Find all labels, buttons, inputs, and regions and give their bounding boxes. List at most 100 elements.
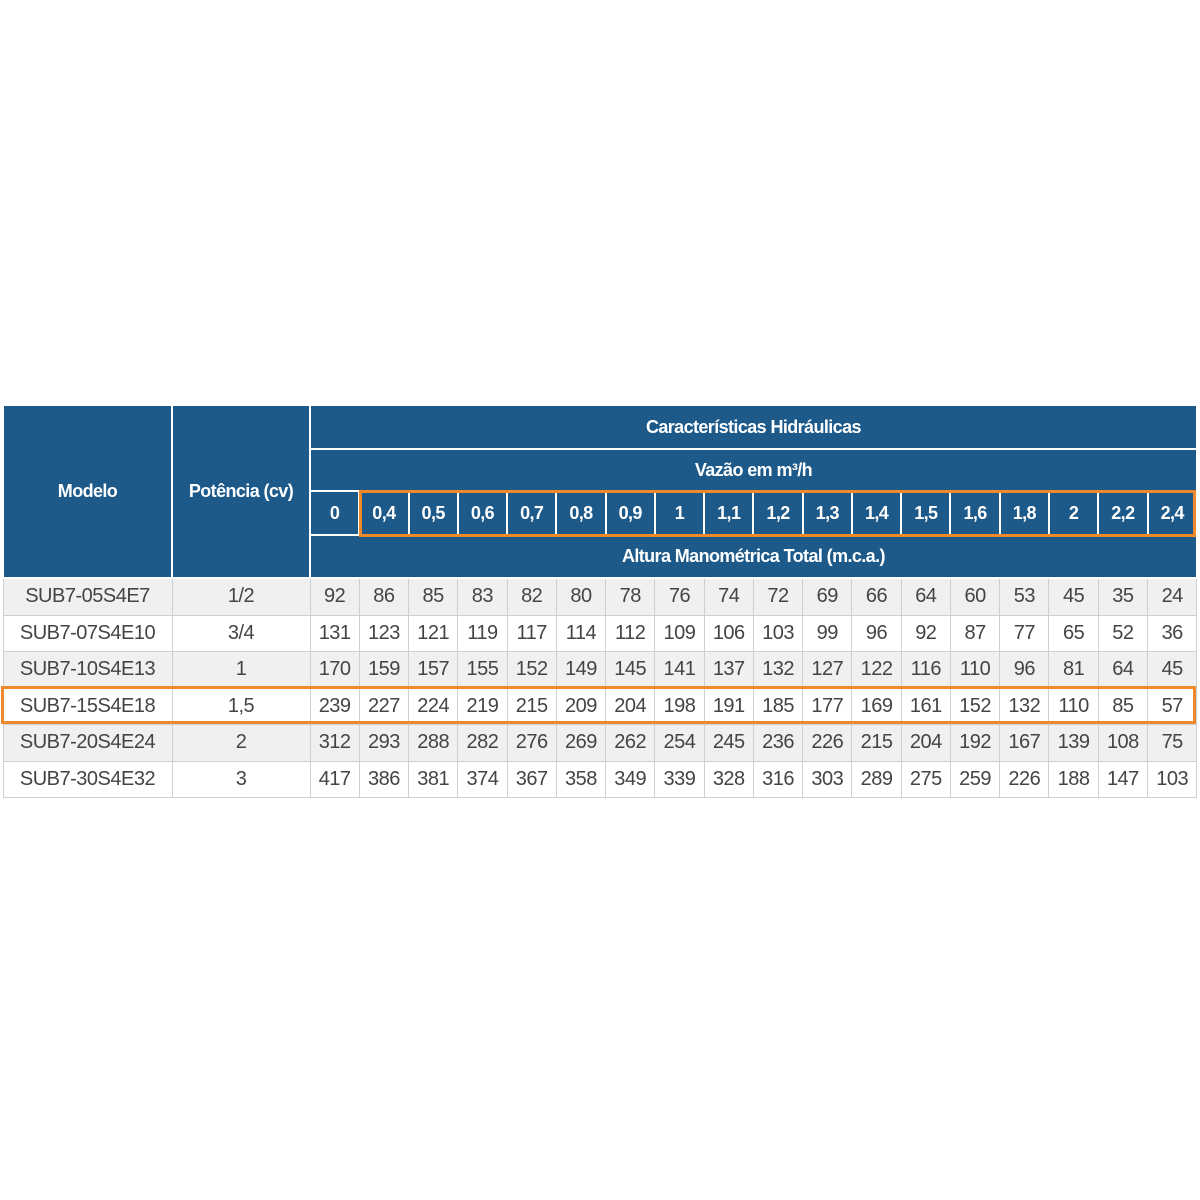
flow-value: 1: [653, 490, 706, 536]
header-row: Altura Manométrica Total (m.c.a.): [3, 534, 1198, 579]
head-cell: 276: [506, 724, 557, 762]
head-cell: 374: [457, 760, 508, 798]
table-header: Modelo Potência (cv) Características Hidrá…: [2, 404, 1198, 579]
head-cell: 149: [555, 651, 607, 689]
head-cell: 386: [358, 760, 410, 798]
head-cell: 122: [851, 651, 902, 689]
head-cell: 152: [506, 651, 557, 689]
flow-value: 0: [308, 490, 361, 536]
power-cell: 2: [171, 724, 311, 762]
head-cell: 167: [999, 724, 1050, 762]
head-cell: 127: [802, 651, 853, 689]
hydraulics-header: Características Hidráulicas: [309, 404, 1198, 450]
head-cell: 245: [703, 724, 754, 762]
flow-value: 2,2: [1097, 490, 1149, 536]
head-cell: 72: [752, 577, 804, 616]
flow-value: 1,3: [801, 490, 853, 536]
head-cell: 141: [654, 651, 705, 689]
head-cell: 52: [1097, 614, 1149, 652]
head-cell: 87: [949, 614, 1001, 652]
data-row: SUB7-30S4E32 3 417 386 381 374 367 358 349 339 328…: [2, 760, 1198, 798]
head-cell: 64: [900, 577, 951, 616]
flow-value: 2,4: [1146, 490, 1198, 536]
flow-label: Vazão em m³/h: [309, 448, 1198, 492]
head-cell: 45: [1147, 651, 1198, 689]
head-cell: 303: [802, 760, 853, 798]
flow-value: 2: [1047, 490, 1100, 536]
head-cell: 224: [408, 687, 459, 725]
head-cell: 275: [900, 760, 951, 798]
head-cell: 349: [605, 760, 656, 798]
head-cell: 36: [1147, 614, 1198, 652]
head-cell: 131: [309, 614, 360, 652]
pump-table: Modelo Potência (cv) Características Hidrá…: [2, 404, 1198, 798]
head-cell: 121: [408, 614, 459, 652]
model-cell: SUB7-15S4E18: [2, 687, 173, 725]
power-cell: 1: [171, 651, 311, 689]
head-cell: 108: [1097, 724, 1149, 762]
power-header: Potência (cv): [171, 404, 311, 579]
head-cell: 96: [999, 651, 1050, 689]
head-cell: 66: [851, 577, 902, 616]
model-cell: SUB7-07S4E10: [2, 614, 173, 652]
head-cell: 78: [605, 577, 656, 616]
head-cell: 116: [900, 651, 951, 689]
model-cell: SUB7-10S4E13: [2, 651, 173, 689]
head-cell: 417: [309, 760, 360, 798]
head-cell: 119: [457, 614, 508, 652]
head-cell: 103: [1147, 760, 1198, 798]
head-cell: 114: [555, 614, 607, 652]
head-cell: 35: [1097, 577, 1149, 616]
head-cell: 69: [802, 577, 853, 616]
model-header: Modelo: [2, 404, 173, 579]
head-cell: 137: [703, 651, 754, 689]
head-cell: 109: [654, 614, 705, 652]
head-cell: 191: [703, 687, 754, 725]
head-cell: 312: [309, 724, 360, 762]
head-cell: 226: [999, 760, 1050, 798]
head-cell: 215: [506, 687, 557, 725]
head-cell: 103: [752, 614, 804, 652]
flow-value: 1,6: [949, 490, 1001, 536]
model-cell: SUB7-20S4E24: [2, 724, 173, 762]
head-cell: 198: [654, 687, 705, 725]
head-cell: 86: [358, 577, 410, 616]
head-cell: 316: [752, 760, 804, 798]
head-cell: 139: [1048, 724, 1099, 762]
head-cell: 358: [555, 760, 607, 798]
head-cell: 112: [605, 614, 656, 652]
flow-value: 1,5: [900, 490, 952, 536]
head-cell: 123: [358, 614, 410, 652]
head-cell: 74: [703, 577, 754, 616]
head-cell: 269: [555, 724, 607, 762]
head-cell: 288: [408, 724, 459, 762]
head-cell: 192: [949, 724, 1001, 762]
head-cell: 219: [457, 687, 508, 725]
head-cell: 45: [1048, 577, 1099, 616]
flow-value: 0,5: [407, 490, 459, 536]
power-cell: 1/2: [171, 577, 311, 616]
head-cell: 85: [408, 577, 459, 616]
head-cell: 24: [1147, 577, 1198, 616]
head-cell: 204: [605, 687, 656, 725]
head-cell: 60: [949, 577, 1001, 616]
head-cell: 75: [1147, 724, 1198, 762]
head-cell: 170: [309, 651, 360, 689]
head-cell: 328: [703, 760, 754, 798]
head-cell: 282: [457, 724, 508, 762]
data-row: SUB7-07S4E10 3/4 131 123 121 119 117 114 112 109 1…: [2, 614, 1198, 652]
head-cell: 64: [1097, 651, 1149, 689]
power-cell: 3: [171, 760, 311, 798]
head-cell: 227: [358, 687, 410, 725]
head-cell: 145: [605, 651, 656, 689]
head-cell: 76: [654, 577, 705, 616]
head-cell: 226: [802, 724, 853, 762]
head-cell: 132: [752, 651, 804, 689]
head-cell: 152: [949, 687, 1001, 725]
head-cell: 53: [999, 577, 1050, 616]
head-cell: 110: [949, 651, 1001, 689]
head-cell: 83: [457, 577, 508, 616]
head-cell: 293: [358, 724, 410, 762]
head-cell: 254: [654, 724, 705, 762]
head-cell: 81: [1048, 651, 1099, 689]
